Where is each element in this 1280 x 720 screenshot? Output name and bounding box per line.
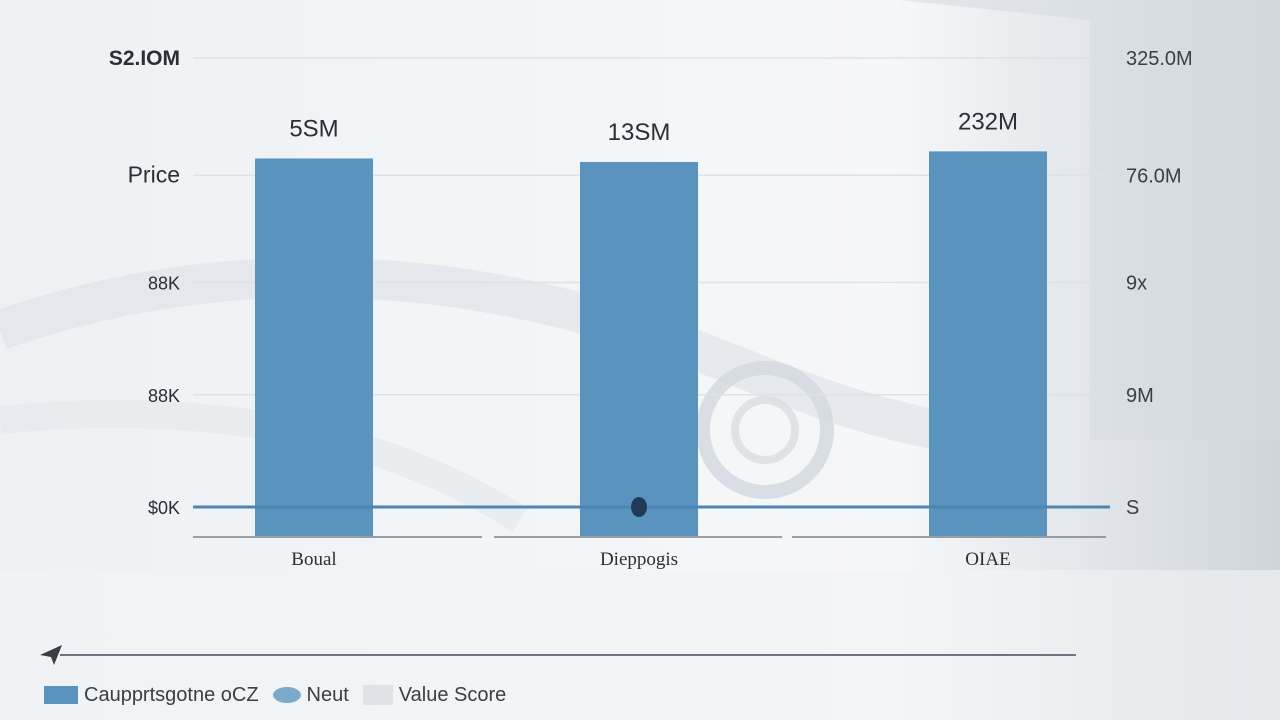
legend: Caupprtsgotne oCZ Neut Value Score <box>44 680 506 710</box>
legend-swatch-ellipse <box>272 687 301 703</box>
legend-label-series: Caupprtsgotne oCZ <box>84 683 259 706</box>
send-arrow-icon[interactable] <box>38 643 64 667</box>
bar[interactable] <box>580 161 698 536</box>
legend-swatch-bar <box>44 686 78 704</box>
bar-data-label: 232M <box>958 108 1018 135</box>
bar[interactable] <box>255 158 373 536</box>
left-tick-label: 88K <box>148 274 180 294</box>
reference-marker[interactable] <box>631 497 647 517</box>
right-tick-label: 325.0M <box>1126 48 1193 70</box>
right-tick-label: 76.0M <box>1126 165 1182 187</box>
x-axis-categories: Boual Dieppogis OIAE <box>291 549 1010 570</box>
right-tick-label: 9x <box>1126 273 1147 295</box>
right-tick-label: S <box>1126 497 1139 519</box>
category-label: Boual <box>291 549 336 570</box>
right-tick-label: 9M <box>1126 385 1154 407</box>
bar[interactable] <box>929 151 1047 536</box>
legend-item-neut[interactable]: Neut <box>272 683 349 707</box>
bars-group <box>255 151 1047 536</box>
left-tick-label: 88K <box>148 386 180 406</box>
footer-divider <box>60 654 1076 656</box>
left-tick-label: S2.IOM <box>109 47 180 70</box>
category-label: OIAE <box>965 549 1010 570</box>
left-tick-label: Price <box>128 161 180 187</box>
reference-line-group <box>193 497 1110 517</box>
legend-label-neut: Neut <box>306 683 349 706</box>
legend-item-series[interactable]: Caupprtsgotne oCZ <box>44 684 259 707</box>
legend-swatch-score <box>362 685 393 705</box>
bar-data-label: 5SM <box>289 115 338 142</box>
legend-label-value-score: Value Score <box>398 683 507 706</box>
left-tick-label: $0K <box>148 498 180 518</box>
bar-labels-group: 5SM 13SM 232M <box>289 108 1018 146</box>
left-axis: $0K 88K 88K Price S2.IOM <box>109 47 180 518</box>
category-label: Dieppogis <box>600 549 678 570</box>
bar-data-label: 13SM <box>608 119 671 146</box>
right-axis: S 9M 9x 76.0M 325.0M <box>1126 48 1193 519</box>
legend-item-value-score[interactable]: Value Score <box>362 683 507 707</box>
